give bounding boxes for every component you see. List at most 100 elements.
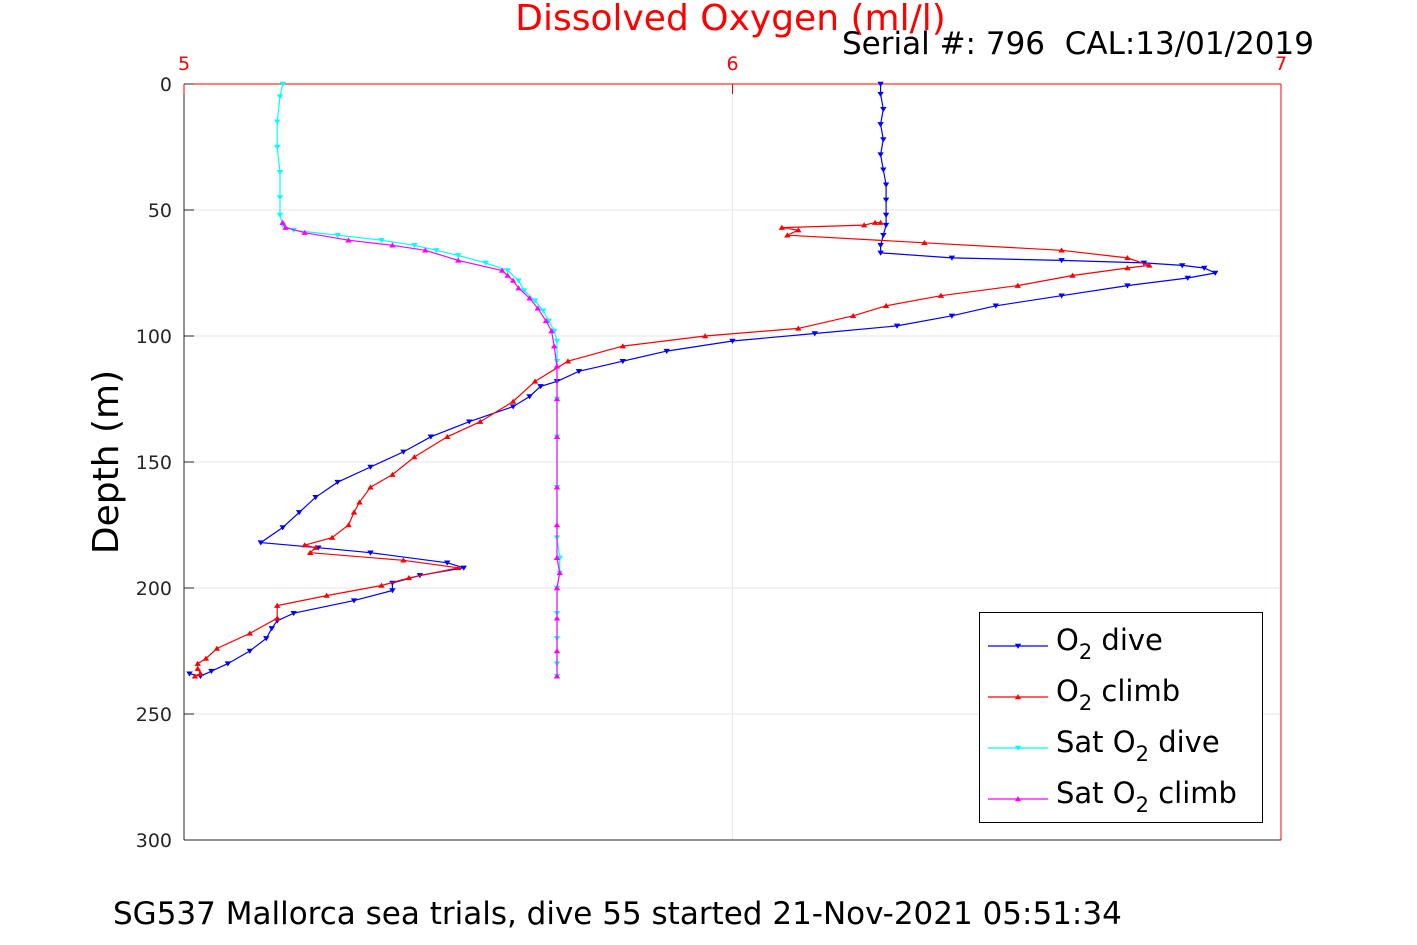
data-point: [553, 554, 561, 560]
data-point: [455, 257, 462, 263]
data-point: [880, 137, 887, 143]
data-point: [553, 358, 561, 365]
data-point: [1069, 272, 1076, 278]
data-point: [274, 144, 281, 150]
data-point: [729, 338, 736, 344]
dive-caption: SG537 Mallorca sea trials, dive 55 start…: [113, 896, 1122, 932]
y-tick-label: 0: [160, 74, 172, 96]
data-point: [504, 268, 511, 274]
y-axis-label: Depth (m): [86, 370, 127, 554]
data-point: [663, 348, 670, 354]
data-point: [356, 499, 363, 505]
data-point: [455, 564, 462, 571]
data-point: [877, 91, 884, 97]
data-point: [389, 242, 396, 248]
data-point: [400, 449, 407, 455]
data-point: [860, 222, 868, 228]
data-point: [553, 585, 561, 591]
data-point: [877, 219, 884, 225]
series-o2-climb: [191, 219, 1153, 679]
data-point: [498, 267, 506, 273]
data-point: [531, 378, 539, 384]
data-point: [537, 384, 544, 390]
x-tick-label: 5: [178, 53, 190, 75]
series-sat-o2-climb: [279, 219, 563, 679]
legend-label: O2 dive: [1056, 623, 1163, 664]
data-point: [1058, 247, 1065, 253]
data-point: [427, 434, 435, 440]
data-point: [795, 227, 802, 233]
y-tick-label: 150: [136, 452, 172, 474]
data-point: [367, 550, 374, 556]
data-point: [279, 525, 286, 531]
data-point: [1201, 265, 1208, 271]
data-point: [877, 122, 884, 128]
data-point: [276, 212, 284, 218]
data-point: [553, 338, 561, 344]
data-point: [444, 560, 451, 566]
data-point: [504, 272, 511, 278]
y-tick-label: 100: [136, 326, 172, 348]
data-point: [279, 219, 286, 225]
data-point: [268, 626, 275, 632]
data-point: [877, 152, 884, 158]
data-point: [948, 313, 956, 319]
y-tick-label: 250: [136, 704, 172, 726]
data-point: [208, 668, 215, 675]
data-point: [882, 182, 890, 188]
data-point: [1124, 265, 1131, 271]
data-point: [526, 394, 533, 400]
data-point: [433, 248, 440, 254]
data-point: [334, 479, 341, 486]
data-point: [328, 534, 336, 540]
data-point: [257, 540, 264, 546]
data-point: [553, 615, 561, 621]
data-point: [784, 232, 791, 238]
data-point: [877, 250, 884, 256]
data-point: [551, 343, 558, 349]
data-point: [482, 260, 489, 266]
data-point: [350, 598, 358, 604]
data-point: [224, 661, 232, 667]
data-point: [515, 285, 522, 291]
data-point: [323, 592, 330, 598]
legend-swatch: [988, 694, 1048, 700]
data-point: [186, 671, 193, 677]
data-point: [455, 253, 462, 259]
data-point: [534, 305, 541, 311]
data-point: [564, 358, 572, 364]
data-point: [526, 295, 533, 301]
data-point: [350, 509, 358, 515]
data-point: [515, 278, 522, 284]
data-point: [213, 645, 221, 651]
legend-item: O2 climb: [980, 670, 1262, 718]
data-point: [334, 232, 341, 239]
data-point: [411, 454, 418, 460]
data-point: [877, 243, 884, 249]
data-point: [295, 510, 303, 516]
data-point: [1184, 275, 1191, 281]
data-point: [893, 323, 901, 329]
data-point: [553, 363, 561, 369]
legend-item: O2 dive: [980, 619, 1262, 667]
data-point: [1211, 270, 1219, 276]
chart-title: Dissolved Oxygen (ml/l): [515, 0, 946, 39]
data-point: [301, 542, 308, 548]
legend-item: Sat O2 dive: [980, 721, 1262, 769]
data-point: [460, 565, 467, 571]
data-point: [411, 243, 418, 249]
serial-calibration-label: Serial #: 796 CAL:13/01/2019: [842, 26, 1314, 62]
data-point: [405, 575, 413, 581]
data-point: [701, 333, 709, 339]
data-point: [422, 247, 429, 253]
data-point: [301, 229, 308, 235]
data-point: [1179, 263, 1186, 269]
data-point: [992, 303, 999, 309]
legend-label: Sat O2 dive: [1056, 725, 1220, 766]
data-point: [948, 255, 956, 261]
data-point: [937, 292, 945, 298]
data-point: [345, 237, 352, 243]
x-tick-label: 6: [726, 53, 738, 75]
data-point: [400, 557, 407, 563]
data-point: [194, 665, 201, 671]
